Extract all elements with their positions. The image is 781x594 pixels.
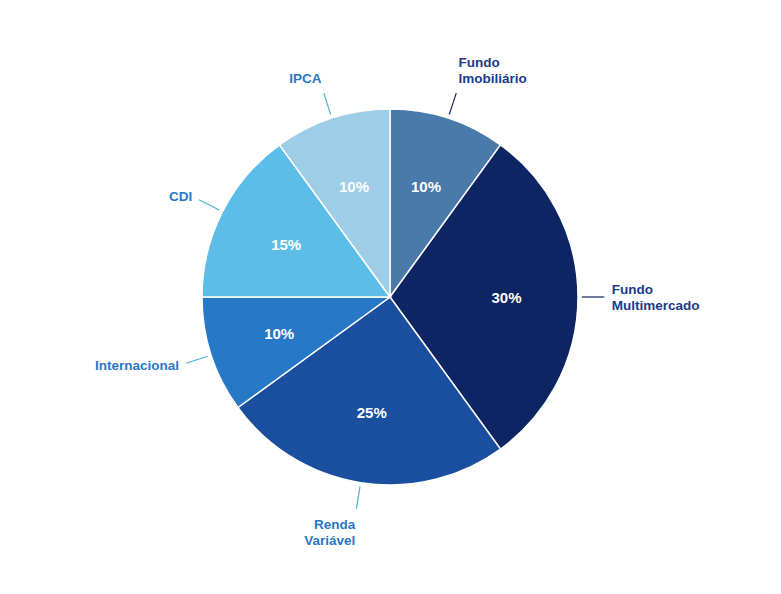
- category-label: RendaVariável: [304, 517, 356, 548]
- slice: [238, 297, 501, 485]
- labels: 10% FundoImobiliário 30% FundoMultimercado 2…: [95, 55, 700, 548]
- leader-line: [582, 296, 605, 297]
- category-label: IPCA: [289, 71, 322, 86]
- data-label: 15%: [271, 236, 301, 253]
- data-label: 10%: [264, 325, 294, 342]
- chart-container: 10% FundoImobiliário 30% FundoMultimercado 2…: [0, 0, 781, 594]
- leader-line: [324, 93, 331, 114]
- slices: [202, 109, 578, 485]
- data-label: 25%: [357, 404, 387, 421]
- category-label: CDI: [169, 189, 192, 204]
- data-label: 30%: [492, 289, 522, 306]
- category-label: FundoMultimercado: [612, 282, 700, 313]
- data-label: 10%: [339, 178, 369, 195]
- category-label: Internacional: [95, 358, 179, 373]
- data-label: 10%: [411, 178, 441, 195]
- leader-line: [356, 486, 360, 508]
- leader-line: [199, 200, 219, 210]
- leader-line: [186, 356, 207, 363]
- category-label: FundoImobiliário: [459, 55, 527, 86]
- leader-line: [449, 93, 456, 114]
- chart-svg: 10% FundoImobiliário 30% FundoMultimercado 2…: [0, 0, 781, 594]
- slice: [202, 297, 390, 408]
- slice: [279, 109, 390, 297]
